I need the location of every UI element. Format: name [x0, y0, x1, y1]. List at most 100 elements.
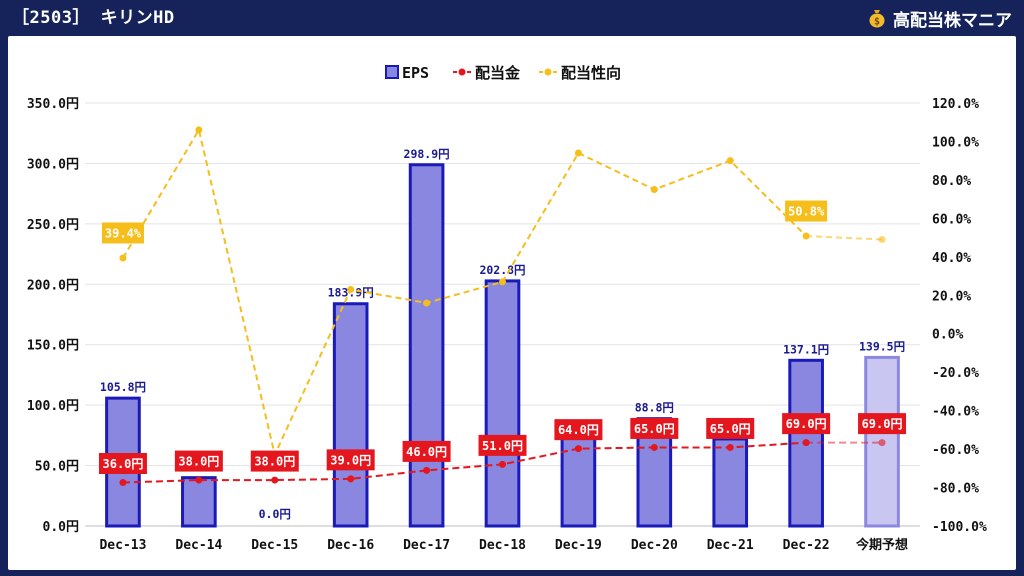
svg-text:$: $ — [874, 17, 880, 28]
page-title: ［2503］ キリンHD — [12, 8, 175, 28]
y-right-tick-label: -40.0% — [932, 405, 979, 420]
dividend-line — [122, 441, 807, 484]
dividend-label-box — [402, 440, 451, 462]
y-right-tick-label: 0.0% — [932, 328, 963, 343]
x-tick-label: Dec-18 — [479, 538, 526, 553]
dividend-point — [499, 460, 506, 468]
dividend-label-box — [782, 413, 831, 435]
eps-bar — [408, 163, 445, 528]
dividend-point — [195, 476, 203, 484]
y-left-tick-label: 100.0円 — [27, 399, 79, 414]
eps-bar — [181, 476, 217, 528]
dividend-data-label: 69.0円 — [786, 417, 827, 431]
x-tick-label: Dec-20 — [631, 538, 678, 553]
dividend-point — [574, 445, 582, 453]
y-right-tick-label: 40.0% — [932, 251, 971, 266]
dividend-data-label: 36.0円 — [103, 457, 144, 471]
eps-data-label: 137.1円 — [783, 342, 829, 356]
y-right-tick-label: 20.0% — [932, 289, 971, 304]
legend-payout-label: 配当性向 — [561, 64, 621, 82]
y-right-tick-label: -100.0% — [932, 520, 987, 535]
payout-point — [726, 157, 734, 165]
x-tick-label: Dec-16 — [327, 538, 374, 553]
payout-point — [802, 232, 810, 240]
y-right-tick-label: 120.0% — [932, 97, 979, 112]
dividend-point — [650, 443, 658, 451]
dividend-point — [347, 475, 355, 483]
dividend-data-label: 38.0円 — [254, 455, 295, 469]
payout-data-label: 50.8% — [788, 205, 825, 219]
eps-bar — [712, 437, 749, 528]
x-tick-label: 今期予想 — [855, 537, 908, 553]
dividend-data-label: 39.0円 — [330, 453, 371, 467]
eps-data-label: 0.0円 — [259, 507, 291, 521]
brand-name: 高配当株マニア — [893, 10, 1012, 31]
eps-bar — [484, 279, 521, 528]
payout-point — [119, 254, 127, 262]
x-tick-label: Dec-13 — [99, 538, 146, 553]
dividend-data-label: 51.0円 — [482, 439, 523, 453]
y-right-tick-label: -80.0% — [932, 482, 979, 497]
payout-point — [499, 278, 506, 286]
dividend-label-box — [98, 452, 147, 474]
payout-label-box — [101, 222, 144, 244]
chart-svg: 0.0円 50.0円 100.0円 150.0円 200.0円 250.0円 300.0円 3… — [27, 64, 987, 553]
y-left-tick-label: 0.0円 — [43, 520, 79, 535]
dividend-data-label: 65.0円 — [710, 422, 751, 436]
dividend-label-box — [858, 413, 907, 435]
x-tick-label: Dec-22 — [783, 538, 830, 553]
payout-line — [122, 127, 807, 458]
dividend-label-box — [174, 450, 223, 472]
eps-data-label: 202.8円 — [479, 263, 525, 277]
dividend-label-box — [706, 417, 755, 439]
legend-eps-label: EPS — [402, 64, 429, 82]
legend: EPS 配当金 配当性向 — [385, 64, 621, 82]
dividend-data-label: 64.0円 — [558, 423, 599, 437]
dividend-point — [271, 476, 279, 484]
x-tick-label: Dec-14 — [175, 538, 222, 553]
y-right-tick-label: -60.0% — [932, 443, 979, 458]
legend-eps-swatch — [385, 65, 399, 79]
payout-label-box — [785, 200, 828, 222]
x-tick-label: Dec-19 — [555, 538, 602, 553]
payout-point — [423, 299, 431, 307]
dividend-data-label: 69.0円 — [862, 417, 903, 431]
eps-data-label: 139.5円 — [859, 339, 905, 353]
legend-payout-marker — [544, 68, 552, 76]
dividend-data-label: 38.0円 — [178, 455, 219, 469]
eps-data-label: 88.8円 — [635, 401, 674, 415]
payout-point — [878, 236, 886, 244]
payout-data-label: 39.4% — [105, 226, 142, 240]
dividend-data-label: 46.0円 — [406, 445, 447, 459]
y-left-tick-label: 200.0円 — [27, 278, 79, 293]
x-tick-label: Dec-15 — [251, 538, 298, 553]
dividend-point — [802, 439, 810, 447]
dividend-label-box — [478, 434, 527, 456]
y-left-tick-label: 150.0円 — [27, 339, 79, 354]
money-bag-icon: $ — [869, 10, 885, 28]
eps-bar — [560, 425, 597, 528]
y-right-tick-label: 80.0% — [932, 174, 971, 189]
dividend-label-box — [250, 450, 299, 472]
y-left-tick-label: 350.0円 — [27, 97, 79, 112]
brand-logo: $ 高配当株マニア — [867, 4, 1012, 32]
payout-point — [347, 286, 355, 294]
payout-point — [195, 126, 203, 134]
dividend-label-box — [326, 449, 375, 471]
payout-point — [574, 149, 582, 157]
y-left-tick-label: 300.0円 — [27, 157, 79, 172]
x-tick-label: Dec-17 — [403, 538, 450, 553]
y-left-tick-label: 50.0円 — [35, 460, 79, 475]
chart-panel: 0.0円 50.0円 100.0円 150.0円 200.0円 250.0円 300.0円 3… — [8, 36, 1016, 570]
legend-dividend-marker — [458, 68, 466, 76]
dividend-point — [726, 443, 734, 451]
x-tick-label: Dec-21 — [707, 538, 754, 553]
y-right-tick-label: 100.0% — [932, 135, 979, 150]
eps-data-label: 105.8円 — [100, 380, 146, 394]
y-right-tick-label: 60.0% — [932, 212, 971, 227]
y-left-tick-label: 250.0円 — [27, 218, 79, 233]
payout-point — [650, 186, 658, 194]
dividend-data-label: 65.0円 — [634, 422, 675, 436]
dividend-label-box — [554, 419, 603, 441]
